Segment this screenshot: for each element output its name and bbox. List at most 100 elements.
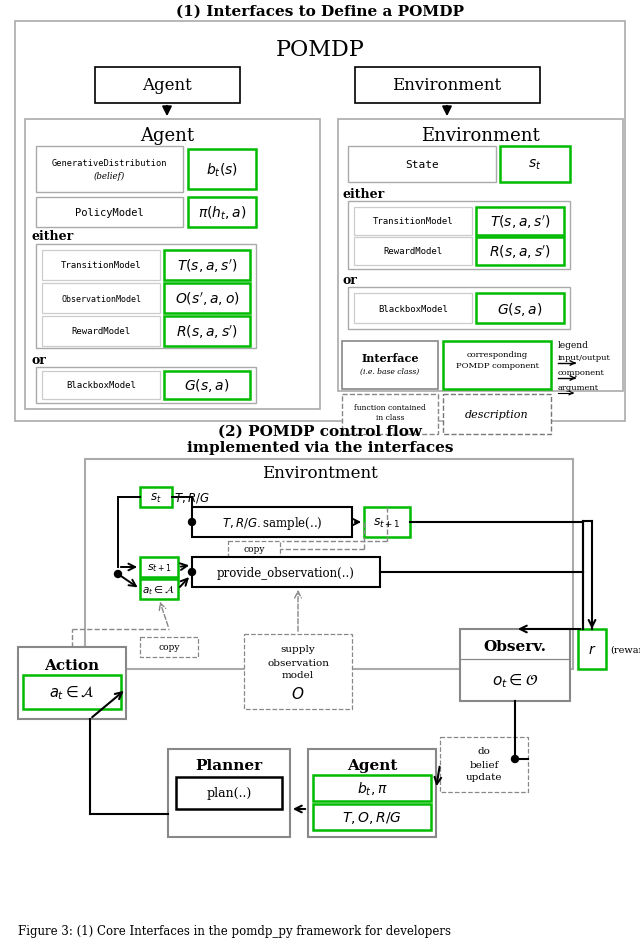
Text: TransitionModel: TransitionModel xyxy=(372,217,453,227)
Text: GenerativeDistribution: GenerativeDistribution xyxy=(51,159,167,167)
Text: $R(s,a,s')$: $R(s,a,s')$ xyxy=(176,323,238,340)
Text: $T, O, R/G$: $T, O, R/G$ xyxy=(342,809,402,825)
Circle shape xyxy=(511,756,518,763)
Text: Figure 3: (1) Core Interfaces in the pomdp_py framework for developers: Figure 3: (1) Core Interfaces in the pom… xyxy=(18,924,451,937)
Text: $o_t \in \mathcal{O}$: $o_t \in \mathcal{O}$ xyxy=(492,671,538,689)
Text: copy: copy xyxy=(158,643,180,651)
Bar xyxy=(36,244,256,348)
Text: (1) Interfaces to Define a POMDP: (1) Interfaces to Define a POMDP xyxy=(176,5,464,19)
Text: RewardModel: RewardModel xyxy=(383,247,443,256)
Text: or: or xyxy=(31,353,46,366)
Text: TransitionModel: TransitionModel xyxy=(61,261,141,270)
Text: $s_t$: $s_t$ xyxy=(529,158,541,172)
Bar xyxy=(85,460,573,669)
Text: Observ.: Observ. xyxy=(483,639,547,653)
Bar xyxy=(364,508,410,537)
Bar xyxy=(42,372,160,399)
Text: $b_t(s)$: $b_t(s)$ xyxy=(206,161,238,178)
Bar xyxy=(42,284,160,313)
Text: Environment: Environment xyxy=(392,77,502,94)
Text: Environtment: Environtment xyxy=(262,465,378,482)
Bar xyxy=(476,208,564,236)
Bar xyxy=(42,316,160,346)
Text: either: either xyxy=(342,187,384,200)
Text: legend: legend xyxy=(558,341,589,350)
Text: $s_{t+1}$: $s_{t+1}$ xyxy=(373,516,401,529)
Text: (2) POMDP control flow: (2) POMDP control flow xyxy=(218,425,422,439)
Text: $T, R/G$: $T, R/G$ xyxy=(174,491,210,504)
Bar xyxy=(176,777,282,809)
Text: POMDP: POMDP xyxy=(276,39,364,61)
Text: RewardModel: RewardModel xyxy=(72,328,131,336)
Bar xyxy=(140,557,178,578)
Text: function contained: function contained xyxy=(354,404,426,412)
Bar xyxy=(354,294,472,324)
Text: Agent: Agent xyxy=(142,77,192,94)
Bar xyxy=(140,637,198,657)
Bar xyxy=(313,804,431,830)
Bar xyxy=(95,68,240,104)
Text: $O$: $O$ xyxy=(291,685,305,701)
Bar xyxy=(18,648,126,719)
Text: (reward): (reward) xyxy=(610,645,640,654)
Text: POMDP component: POMDP component xyxy=(456,362,538,370)
Text: Agent: Agent xyxy=(347,758,397,772)
Text: $G(s,a)$: $G(s,a)$ xyxy=(184,377,230,394)
Bar xyxy=(440,737,528,792)
Text: Agent: Agent xyxy=(140,126,194,144)
Bar xyxy=(164,284,250,313)
Bar xyxy=(443,395,551,434)
Bar xyxy=(460,630,570,701)
Bar xyxy=(140,487,172,508)
Bar xyxy=(164,372,250,399)
Circle shape xyxy=(189,519,195,526)
Bar xyxy=(308,750,436,837)
Text: PolicyModel: PolicyModel xyxy=(75,208,143,218)
Bar xyxy=(338,120,623,392)
Bar xyxy=(348,202,570,270)
Circle shape xyxy=(189,569,195,576)
Bar xyxy=(500,147,570,183)
Bar xyxy=(348,147,496,183)
Text: description: description xyxy=(465,410,529,419)
Bar xyxy=(348,288,570,329)
Bar xyxy=(476,294,564,324)
Text: $r$: $r$ xyxy=(588,642,596,656)
Text: either: either xyxy=(31,230,73,244)
Text: observation: observation xyxy=(267,658,329,666)
Bar xyxy=(192,508,352,537)
Bar xyxy=(25,120,320,410)
Text: $\pi(h_t,a)$: $\pi(h_t,a)$ xyxy=(198,204,246,222)
Text: Interface: Interface xyxy=(361,352,419,363)
Bar xyxy=(244,634,352,709)
Bar xyxy=(354,208,472,236)
Bar xyxy=(164,251,250,280)
Bar xyxy=(15,22,625,422)
Bar xyxy=(355,68,540,104)
Text: $b_t, \pi$: $b_t, \pi$ xyxy=(356,780,387,797)
Text: argument: argument xyxy=(558,383,599,392)
Text: or: or xyxy=(342,273,357,286)
Text: belief: belief xyxy=(469,760,499,768)
Bar xyxy=(23,675,121,709)
Text: provide_observation(..): provide_observation(..) xyxy=(217,565,355,579)
Bar xyxy=(36,367,256,404)
Bar xyxy=(188,198,256,228)
Bar xyxy=(164,316,250,346)
Text: $s_t$: $s_t$ xyxy=(150,491,162,504)
Text: component: component xyxy=(558,368,605,377)
Text: input/output: input/output xyxy=(558,354,611,362)
Text: $T, R/G.$sample(..): $T, R/G.$sample(..) xyxy=(221,514,323,531)
Bar xyxy=(313,775,431,801)
Text: model: model xyxy=(282,671,314,680)
Text: Action: Action xyxy=(44,658,100,672)
Text: implemented via the interfaces: implemented via the interfaces xyxy=(187,441,453,454)
Text: corresponding: corresponding xyxy=(467,350,527,359)
Text: $s_{t+1}$: $s_{t+1}$ xyxy=(147,562,172,573)
Bar xyxy=(140,580,178,599)
Bar xyxy=(188,150,256,190)
Text: update: update xyxy=(466,773,502,782)
Text: $a_t \in \mathcal{A}$: $a_t \in \mathcal{A}$ xyxy=(49,683,95,701)
Bar xyxy=(476,238,564,265)
Text: Environment: Environment xyxy=(420,126,540,144)
